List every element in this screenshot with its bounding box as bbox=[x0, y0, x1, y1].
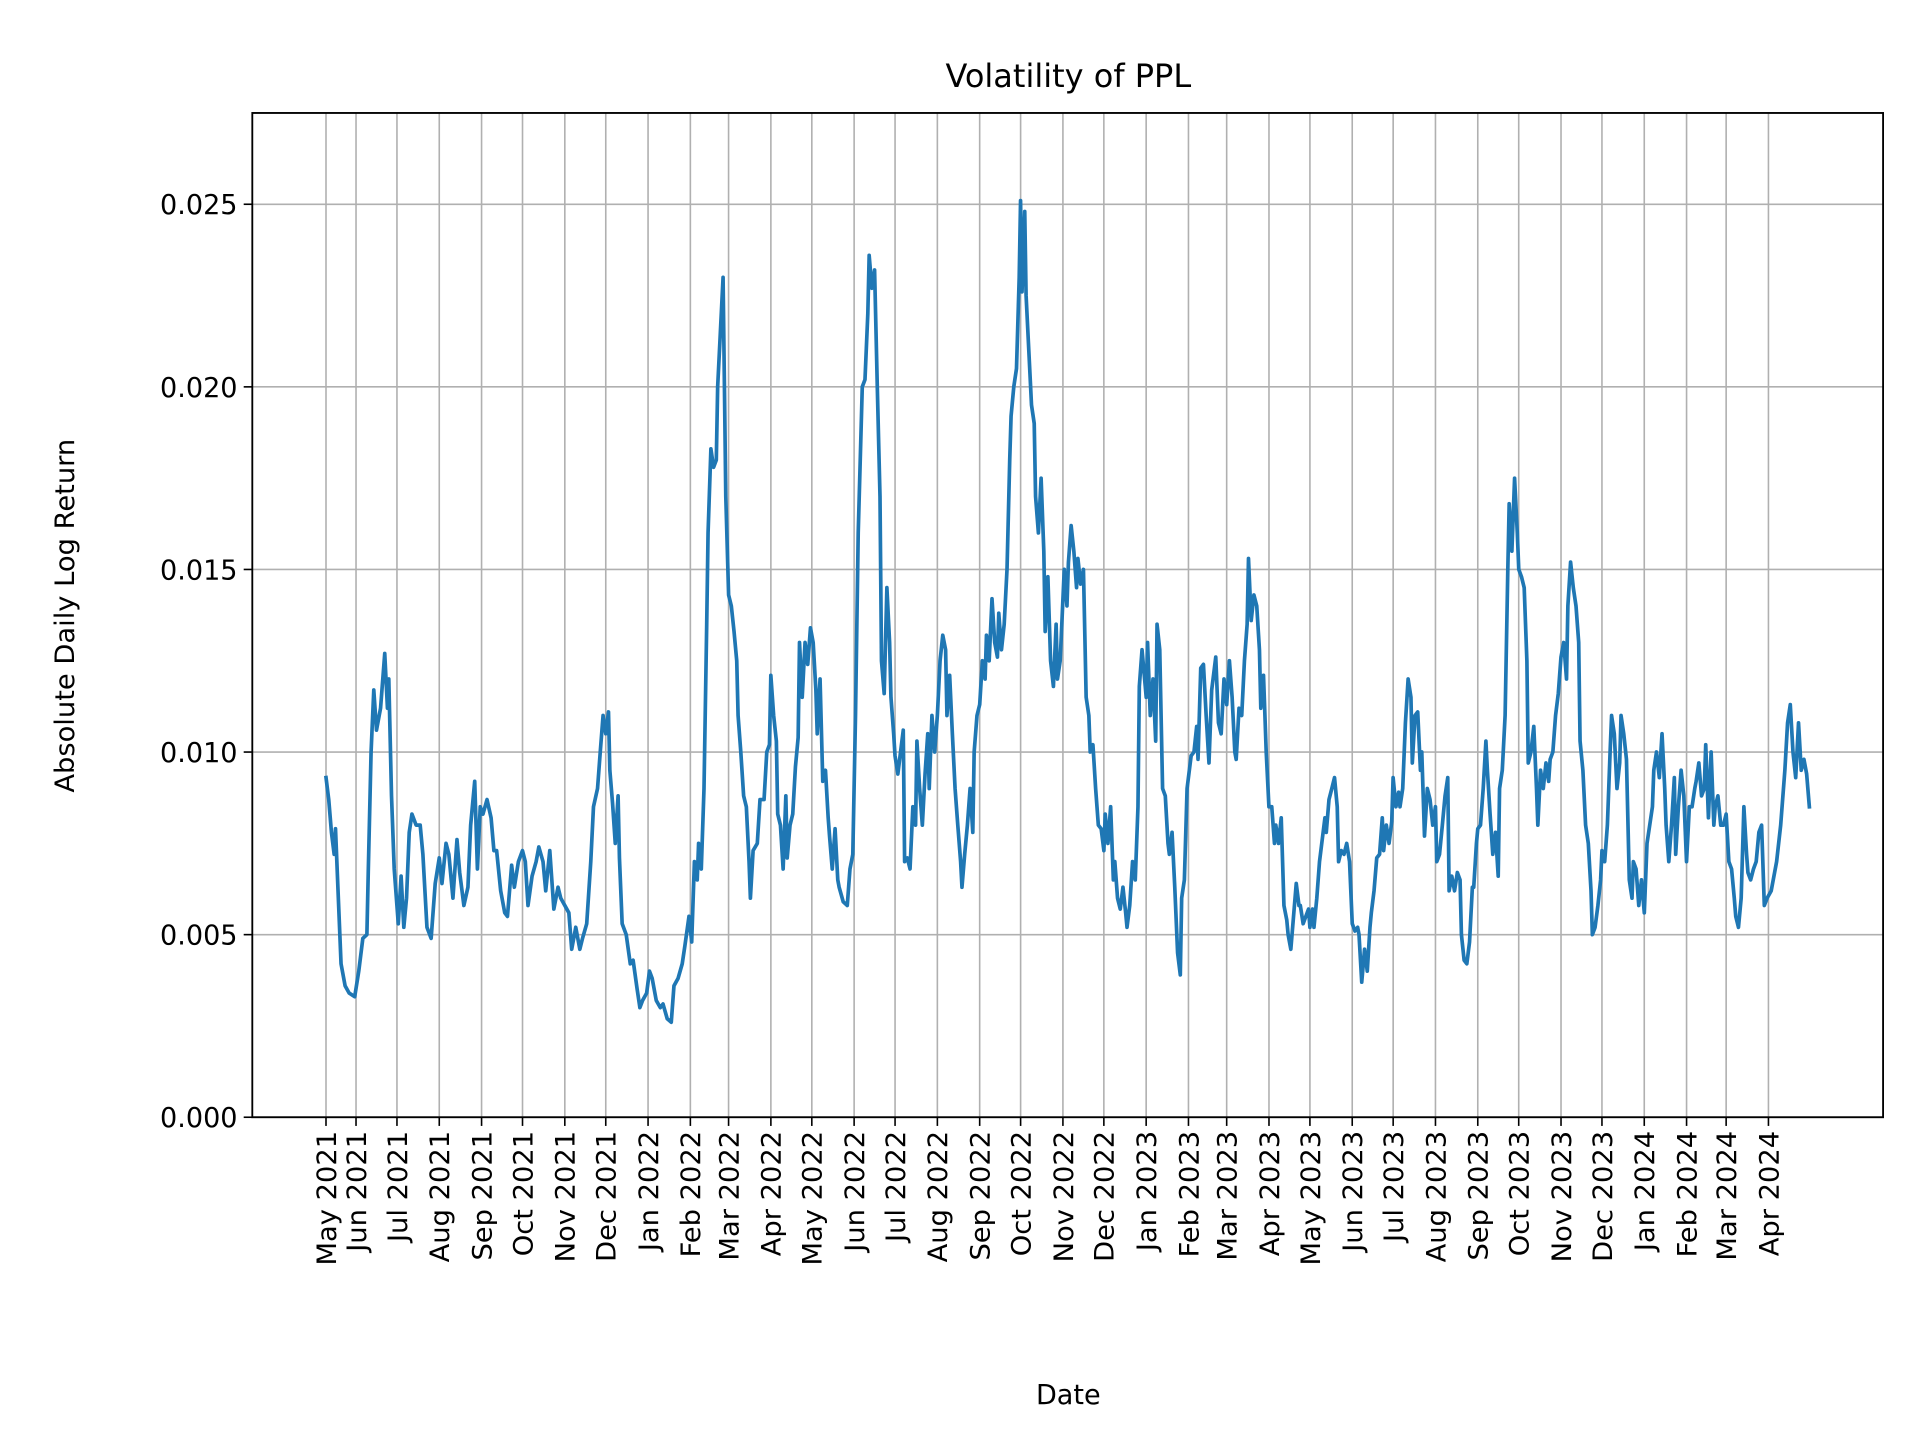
y-tick-label: 0.015 bbox=[160, 555, 238, 586]
x-tick-label: Apr 2022 bbox=[757, 1131, 788, 1256]
x-tick-label: Sep 2023 bbox=[1464, 1131, 1495, 1261]
x-tick-label: Oct 2022 bbox=[1007, 1131, 1038, 1256]
x-tick-label: Jun 2022 bbox=[840, 1131, 871, 1254]
x-tick-label: May 2022 bbox=[798, 1131, 829, 1266]
x-tick-label: Feb 2024 bbox=[1673, 1131, 1704, 1258]
x-tick-label: Dec 2021 bbox=[592, 1131, 623, 1262]
x-tick-label: Mar 2022 bbox=[715, 1131, 746, 1261]
x-tick-label: Aug 2023 bbox=[1421, 1131, 1452, 1262]
axes-frame bbox=[251, 112, 1885, 1119]
y-tick-label: 0.000 bbox=[160, 1103, 238, 1134]
x-tick-label: Nov 2022 bbox=[1049, 1131, 1080, 1262]
x-tick-label: Jul 2021 bbox=[383, 1131, 414, 1244]
x-tick-label: Jan 2022 bbox=[634, 1131, 665, 1253]
x-tick-label: Nov 2023 bbox=[1547, 1131, 1578, 1262]
x-axis-label: Date bbox=[1036, 1380, 1101, 1411]
x-tick-label: Jan 2023 bbox=[1132, 1131, 1163, 1253]
y-tick-label: 0.010 bbox=[160, 738, 238, 769]
x-tick-label: Sep 2021 bbox=[468, 1131, 499, 1261]
x-tick-label: Feb 2022 bbox=[676, 1131, 707, 1258]
x-tick-label: May 2021 bbox=[312, 1131, 343, 1266]
y-axis-label: Absolute Daily Log Return bbox=[50, 439, 81, 793]
x-tick-label: Dec 2023 bbox=[1588, 1131, 1619, 1262]
grid bbox=[252, 112, 1884, 1119]
volatility-line bbox=[323, 198, 1812, 1025]
x-tick-label: Sep 2022 bbox=[966, 1131, 997, 1261]
x-tick-label: Dec 2022 bbox=[1090, 1131, 1121, 1262]
x-tick-label: Jan 2024 bbox=[1630, 1131, 1661, 1253]
x-tick-label: Mar 2023 bbox=[1213, 1131, 1244, 1261]
y-tick-label: 0.025 bbox=[160, 190, 238, 221]
x-tick-label: May 2023 bbox=[1296, 1131, 1327, 1266]
x-tick-label: Aug 2022 bbox=[923, 1131, 954, 1262]
x-tick-label: Oct 2023 bbox=[1505, 1131, 1536, 1256]
x-tick-label: Apr 2023 bbox=[1255, 1131, 1286, 1256]
x-tick-label: Jun 2021 bbox=[342, 1131, 373, 1254]
x-tick-label: Jul 2022 bbox=[881, 1131, 912, 1244]
chart-title: Volatility of PPL bbox=[945, 57, 1191, 95]
x-tick-label: Oct 2021 bbox=[508, 1131, 539, 1256]
x-axis: May 2021 Jun 2021 Jul 2021 Aug 2021 Sep 2021… bbox=[312, 1117, 1785, 1266]
x-tick-label: Nov 2021 bbox=[551, 1131, 582, 1262]
y-tick-label: 0.020 bbox=[160, 373, 238, 404]
y-axis: 0.000 0.005 0.010 0.015 0.020 0.025 bbox=[160, 190, 253, 1134]
x-tick-label: Feb 2023 bbox=[1174, 1131, 1205, 1258]
x-tick-label: Jun 2023 bbox=[1338, 1131, 1369, 1254]
y-tick-label: 0.005 bbox=[160, 920, 238, 951]
x-tick-label: Jul 2023 bbox=[1379, 1131, 1410, 1244]
x-tick-label: Aug 2021 bbox=[425, 1131, 456, 1262]
x-tick-label: Apr 2024 bbox=[1754, 1131, 1785, 1256]
series-layer bbox=[323, 198, 1812, 1025]
x-tick-label: Mar 2024 bbox=[1712, 1131, 1743, 1261]
